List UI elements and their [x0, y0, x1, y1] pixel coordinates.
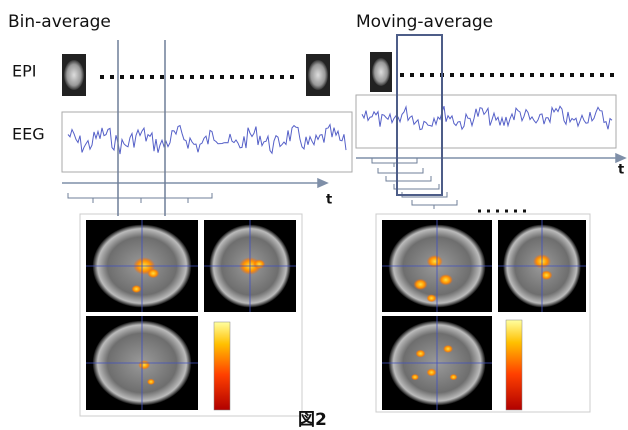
brain-part: [439, 274, 453, 285]
figure: Bin-average Moving-average EPI EEG t t 図…: [0, 0, 628, 430]
brain-part: [427, 368, 437, 376]
brain-part: [147, 269, 159, 279]
figure-label: 図2: [298, 410, 327, 430]
eeg-label: EEG: [12, 125, 45, 144]
brain-part: [147, 379, 155, 385]
brain-part: [411, 374, 419, 380]
axis-label: t: [326, 193, 332, 208]
epi-thumbnails: [62, 52, 392, 96]
brain-part: [416, 350, 426, 358]
brain-part: [450, 374, 458, 380]
brain-part: [253, 259, 265, 269]
epi-label: EPI: [12, 62, 36, 81]
brain-part: [414, 279, 428, 290]
brain-part: [443, 345, 453, 353]
brain-part: [214, 322, 230, 410]
axis-label: t: [618, 163, 624, 178]
right-title: Moving-average: [356, 12, 493, 32]
brain-part: [131, 285, 141, 293]
brain-part: [138, 360, 150, 370]
brain-part: [506, 320, 522, 410]
brain-part: [427, 294, 437, 302]
left-title: Bin-average: [8, 12, 111, 32]
